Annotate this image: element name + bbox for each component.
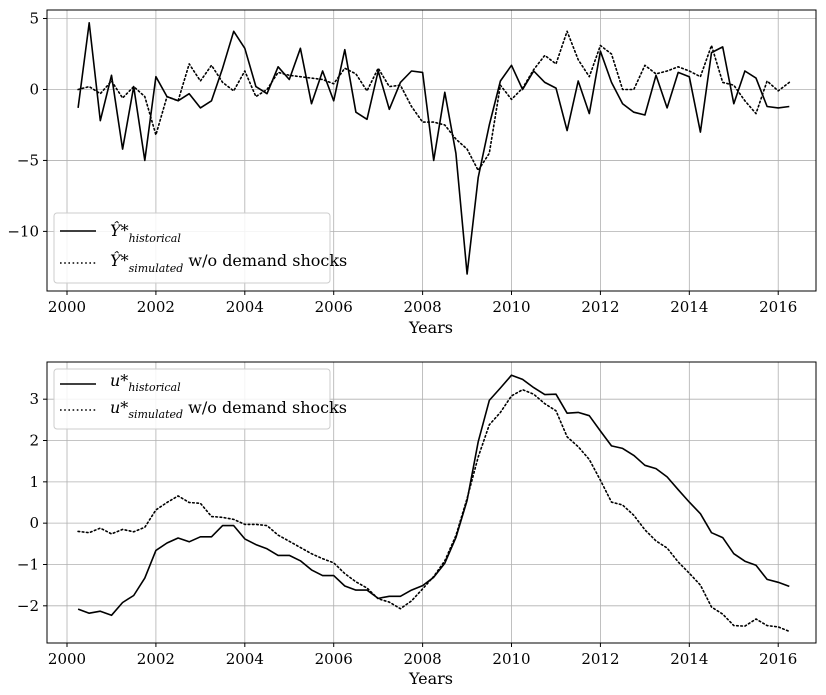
- top-series-simulated-line: [77, 30, 791, 172]
- bottom-chart-legend: u*historical u*simulated w/o demand shoc…: [53, 368, 347, 430]
- bottom-legend-label-simulated: u*simulated w/o demand shocks: [110, 398, 347, 421]
- top-series-historical-line: [77, 21, 790, 275]
- bottom-chart-frame: [46, 361, 817, 644]
- bottom-xtick-label-2000: 2000: [48, 650, 86, 668]
- bottom-xtick-label-2006: 2006: [315, 650, 353, 668]
- bottom-chart-ticks: 2000 2002 2004 2006 2008 2010 2012 2014 2016 3 2 1 0…: [17, 390, 797, 668]
- bottom-ytick-label-2: 2: [29, 432, 39, 450]
- bottom-xtick-label-2012: 2012: [581, 650, 619, 668]
- top-xtick-label-2016: 2016: [759, 298, 797, 316]
- top-chart-legend: Ŷ*historical Ŷ*simulated w/o demand shoc…: [53, 212, 347, 284]
- bottom-xtick-label-2008: 2008: [404, 650, 442, 668]
- top-chart-grid: [47, 10, 816, 291]
- bottom-ytick-label-3: 3: [29, 390, 39, 408]
- bottom-xtick-label-2014: 2014: [670, 650, 708, 668]
- top-xtick-label-2000: 2000: [48, 298, 86, 316]
- top-chart-xlabel: Years: [408, 318, 453, 337]
- top-chart-lines: [77, 21, 791, 275]
- top-ytick-label-0: 0: [29, 80, 39, 98]
- top-xtick-label-2014: 2014: [670, 298, 708, 316]
- top-xtick-label-2008: 2008: [404, 298, 442, 316]
- bottom-ytick-label--2: −2: [17, 597, 39, 615]
- bottom-chart-xlabel: Years: [408, 669, 453, 688]
- bottom-chart-lines: [77, 374, 791, 633]
- top-xtick-label-2002: 2002: [137, 298, 175, 316]
- top-ytick-label--10: −10: [7, 222, 39, 240]
- top-chart: 2000 2002 2004 2006 2008 2010 2012 2014 2016 5 0 −5…: [7, 9, 817, 337]
- top-ytick-label--5: −5: [17, 151, 39, 169]
- top-ytick-label-5: 5: [29, 10, 39, 28]
- bottom-xtick-label-2016: 2016: [759, 650, 797, 668]
- bottom-xtick-label-2010: 2010: [492, 650, 530, 668]
- bottom-legend-box: [53, 368, 331, 430]
- bottom-ytick-label--1: −1: [17, 555, 39, 573]
- top-xtick-label-2006: 2006: [315, 298, 353, 316]
- bottom-chart-grid: [47, 362, 816, 643]
- top-legend-label-simulated: Ŷ*simulated w/o demand shocks: [110, 250, 347, 275]
- top-chart-frame: [46, 9, 817, 292]
- bottom-xtick-label-2004: 2004: [226, 650, 264, 668]
- bottom-legend-label-historical: u*historical: [110, 371, 181, 394]
- top-chart-ticks: 2000 2002 2004 2006 2008 2010 2012 2014 2016 5 0 −5…: [7, 10, 797, 316]
- top-legend-box: [53, 212, 331, 284]
- top-xtick-label-2004: 2004: [226, 298, 264, 316]
- bottom-chart: 2000 2002 2004 2006 2008 2010 2012 2014 2016 3 2 1 0…: [17, 361, 817, 688]
- top-legend-label-historical: Ŷ*historical: [110, 220, 181, 245]
- bottom-series-simulated-line: [77, 388, 791, 633]
- bottom-ytick-label-0: 0: [29, 514, 39, 532]
- bottom-ytick-label-1: 1: [29, 473, 39, 491]
- bottom-xtick-label-2002: 2002: [137, 650, 175, 668]
- top-xtick-label-2012: 2012: [581, 298, 619, 316]
- top-xtick-label-2010: 2010: [492, 298, 530, 316]
